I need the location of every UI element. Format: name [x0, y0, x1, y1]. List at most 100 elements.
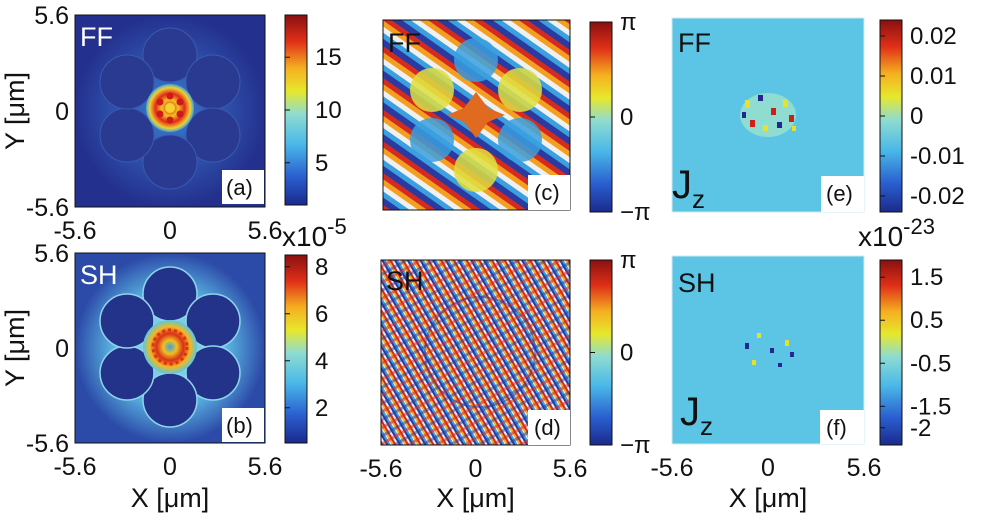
colorbar-tick-label: -2 — [910, 415, 931, 442]
colorbar-c: π 0 −π — [589, 9, 651, 226]
y-tick-label: 5.6 — [34, 240, 69, 268]
panel-b-fiber-holes — [99, 266, 241, 428]
x-tick-label: -5.6 — [650, 454, 693, 482]
colorbar-tick-label: 0 — [620, 104, 633, 131]
colorbar-tick-label: 5 — [315, 150, 328, 177]
y-axis-label: Y [μm] — [0, 72, 30, 150]
colorbar-tick-label: -0.02 — [910, 183, 965, 210]
x-tick-label: 0 — [163, 453, 177, 481]
colorbar-tick-label: 8 — [315, 254, 328, 281]
colorbar-d: π 0 −π — [589, 247, 651, 459]
panel-f-core-speckle — [745, 333, 794, 367]
x-tick-label: 5.6 — [248, 453, 283, 481]
panel-a-core-pattern — [156, 92, 184, 124]
panel-e-letter-box — [821, 176, 864, 212]
panel-f-component-label: Jz — [680, 390, 713, 441]
panel-c-letter-box — [528, 175, 570, 210]
panel-a — [75, 15, 265, 207]
colorbar-f-ticks: 1.5 0.5 -0.5 -1.5-2 — [880, 264, 951, 442]
colorbar-f: 1.5 0.5 -0.5 -1.5-2 x10-23 — [858, 214, 951, 446]
panel-d — [381, 260, 570, 445]
panel-b-letter-box — [222, 408, 264, 442]
panel-c-field-label: FF — [388, 28, 421, 58]
y-tick-label: -5.6 — [26, 430, 69, 458]
panel-a-frame — [74, 14, 266, 208]
colorbar-tick-label: 0.5 — [910, 307, 943, 334]
colorbar-a: 15 10 5 — [284, 14, 342, 206]
panel-d-letter-box — [528, 410, 570, 445]
colorbar-tick-label: 1.5 — [910, 264, 943, 291]
panel-b-letter: (b) — [226, 413, 253, 438]
colorbar-d-ticks: π 0 −π — [590, 247, 651, 459]
panel-d-letter: (d) — [534, 415, 561, 440]
colorbar-tick-label: 2 — [315, 395, 328, 422]
panel-a-fiber-holes — [99, 27, 241, 190]
panel-b — [75, 253, 265, 443]
panel-c-core-star — [447, 92, 505, 138]
colorbar-tick-label: 0.02 — [910, 23, 957, 50]
x-axis-label: X [μm] — [131, 483, 210, 513]
colorbar-b-exponent: x10-5 — [282, 214, 347, 252]
x-tick-label: 0 — [469, 455, 483, 483]
panel-d-frame — [380, 259, 571, 446]
colorbar-b-ticks: 8 6 4 2 — [285, 254, 328, 422]
axes-layer: -5.6 0 5.6 5.6 0 -5.6 Y [μm] -5.6 0 5.6 5.6 0 -5.6 X … — [0, 2, 881, 513]
panel-b-frame — [74, 252, 266, 444]
x-axis-label: X [μm] — [729, 483, 808, 513]
colorbar-f-exponent: x10-23 — [858, 214, 935, 252]
y-axis-label: Y [μm] — [0, 309, 30, 387]
panel-f-frame — [671, 255, 865, 445]
panel-b-core-ring — [151, 328, 189, 366]
panel-f-letter-box — [820, 410, 864, 444]
colorbar-tick-label: π — [620, 9, 637, 36]
panel-e-frame — [671, 17, 865, 213]
colorbar-tick-label: 10 — [315, 97, 342, 124]
colorbar-a-ticks: 15 10 5 — [285, 44, 342, 177]
colorbar-tick-label: 4 — [315, 348, 328, 375]
y-tick-label: -5.6 — [26, 194, 69, 222]
x-axis-label: X [μm] — [436, 483, 515, 513]
panel-e-field-label: FF — [678, 28, 711, 58]
panel-f-letter: (f) — [826, 415, 847, 440]
panel-a-letter-box — [222, 170, 264, 204]
colorbar-tick-label: −π — [620, 199, 651, 226]
colorbar-e: 0.02 0.01 0 -0.01 -0.02 — [879, 19, 965, 213]
panel-b-field-label: SH — [80, 260, 118, 290]
colorbar-tick-label: −π — [620, 432, 651, 459]
panel-d-center-pattern — [424, 296, 536, 408]
panel-f-field-label: SH — [678, 268, 716, 298]
panel-d-field-label: SH — [386, 266, 424, 296]
panel-e-component-label: Jz — [672, 163, 705, 214]
colorbar-tick-label: π — [620, 247, 637, 274]
y-tick-label: 0 — [55, 335, 69, 363]
colorbar-tick-label: 0.01 — [910, 63, 957, 90]
colorbar-tick-label: -0.5 — [910, 350, 951, 377]
panel-a-field-label: FF — [80, 22, 113, 52]
colorbar-tick-label: -0.01 — [910, 143, 965, 170]
x-tick-label: 5.6 — [847, 454, 882, 482]
panel-c-letter: (c) — [534, 180, 560, 205]
panel-c-frame — [382, 19, 571, 211]
colorbar-tick-label: 0 — [910, 103, 923, 130]
colorbar-tick-label: 15 — [315, 44, 342, 71]
x-tick-label: 0 — [761, 454, 775, 482]
colorbar-b: 8 6 4 2 x10-5 — [282, 214, 347, 444]
y-tick-label: 5.6 — [34, 2, 69, 30]
colorbar-tick-label: 0 — [620, 340, 633, 367]
colorbar-c-ticks: π 0 −π — [590, 9, 651, 226]
y-tick-label: 0 — [55, 98, 69, 126]
panel-c-vortex-petals — [410, 38, 542, 192]
x-tick-label: 5.6 — [248, 217, 283, 245]
x-tick-label: -5.6 — [53, 217, 96, 245]
x-tick-label: 5.6 — [553, 455, 588, 483]
panel-b-core — [143, 320, 197, 374]
x-tick-label: 0 — [163, 217, 177, 245]
x-tick-label: -5.6 — [359, 455, 402, 483]
panel-a-letter: (a) — [226, 175, 253, 200]
x-tick-label: -5.6 — [53, 453, 96, 481]
colorbar-tick-label: 6 — [315, 301, 328, 328]
panel-e-letter: (e) — [826, 181, 853, 206]
colorbar-tick-label: -1.5 — [910, 393, 951, 420]
panel-e-core-speckle — [740, 93, 796, 137]
